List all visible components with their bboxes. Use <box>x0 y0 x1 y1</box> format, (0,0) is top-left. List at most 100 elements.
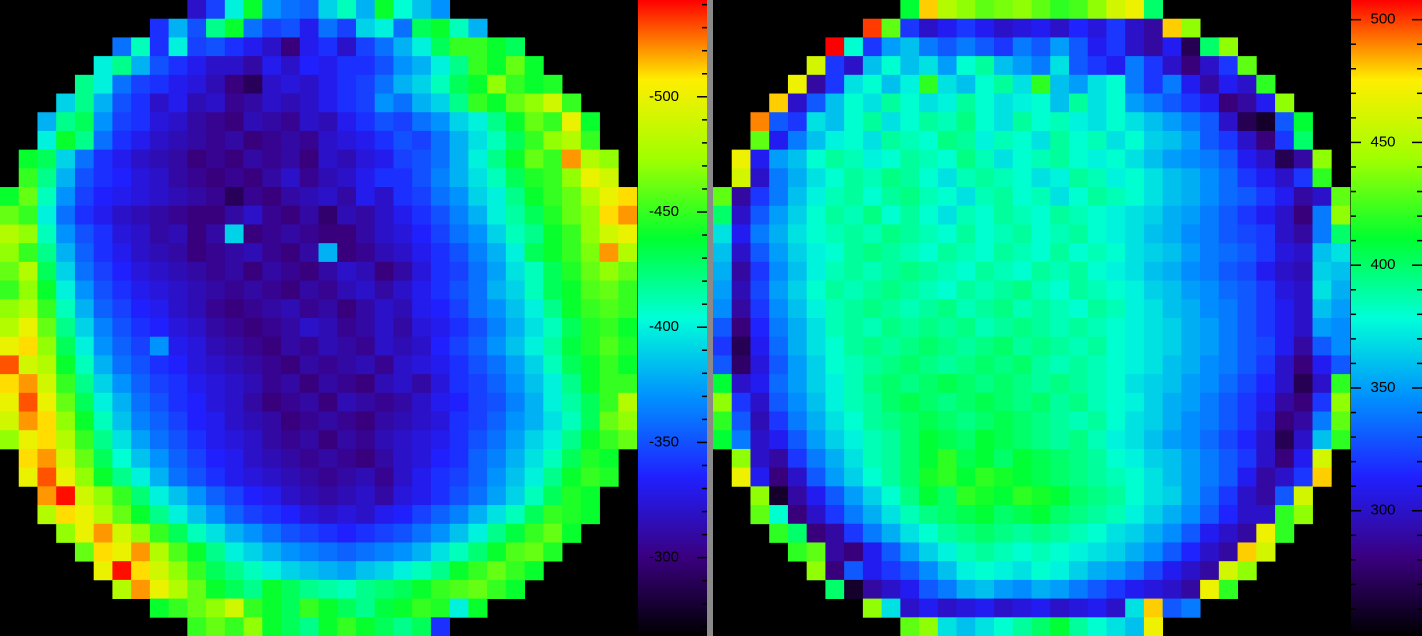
heatmap-cell <box>1237 561 1257 581</box>
heatmap-cell <box>430 0 451 20</box>
heatmap-cell <box>825 224 845 244</box>
heatmap-cell <box>449 37 469 57</box>
heatmap-cell <box>56 93 76 113</box>
heatmap-cell <box>881 336 901 356</box>
heatmap-cell <box>299 56 319 76</box>
heatmap-cell <box>543 149 563 169</box>
heatmap-cell <box>881 523 901 543</box>
heatmap-cell <box>318 617 338 636</box>
heatmap-cell <box>1331 187 1351 207</box>
heatmap-cell <box>1218 448 1238 469</box>
heatmap-cell <box>430 467 451 487</box>
heatmap-cell <box>994 598 1014 618</box>
heatmap-cell <box>994 336 1014 356</box>
heatmap-cell <box>243 411 263 431</box>
heatmap-cell <box>787 392 808 412</box>
heatmap-cell <box>806 112 826 132</box>
heatmap-cell <box>862 168 883 188</box>
heatmap-cell <box>844 224 864 244</box>
heatmap-cell <box>243 187 263 207</box>
heatmap-cell <box>468 318 488 338</box>
heatmap-cell <box>243 37 263 57</box>
heatmap-cell <box>580 505 600 525</box>
heatmap-cell <box>505 467 525 487</box>
heatmap-cell <box>1012 430 1032 450</box>
heatmap-cell <box>112 261 132 281</box>
heatmap-cell <box>618 430 638 450</box>
heatmap-cell <box>1162 187 1182 207</box>
heatmap-cell <box>787 130 808 151</box>
heatmap-cell <box>1312 374 1332 394</box>
heatmap-cell <box>93 299 113 319</box>
heatmap-cell <box>844 93 864 113</box>
heatmap-cell <box>844 411 864 431</box>
heatmap-cell <box>1293 299 1313 319</box>
heatmap-cell <box>224 18 244 38</box>
heatmap-cell <box>994 187 1014 207</box>
heatmap-cell <box>355 561 376 581</box>
heatmap-cell <box>1068 561 1089 581</box>
heatmap-cell <box>1068 598 1089 618</box>
heatmap-cell <box>449 224 469 244</box>
heatmap-cell <box>262 448 282 469</box>
heatmap-cell <box>1050 523 1070 543</box>
heatmap-cell <box>1275 430 1295 450</box>
heatmap-cell <box>355 486 376 506</box>
heatmap-cell <box>1312 205 1332 225</box>
heatmap-cell <box>881 74 901 94</box>
heatmap-cell <box>318 579 338 599</box>
heatmap-cell <box>505 505 525 525</box>
heatmap-cell <box>1200 56 1220 76</box>
heatmap-cell <box>337 112 357 132</box>
heatmap-cell <box>206 448 226 469</box>
heatmap-cell <box>975 430 995 450</box>
heatmap-cell <box>1200 411 1220 431</box>
heatmap-cell <box>374 37 394 57</box>
heatmap-cell <box>1218 561 1238 581</box>
heatmap-cell <box>318 130 338 151</box>
heatmap-cell <box>337 280 357 300</box>
heatmap-cell <box>37 355 57 375</box>
heatmap-cell <box>0 336 20 356</box>
heatmap-cell <box>825 37 845 57</box>
heatmap-cell <box>0 411 20 431</box>
heatmap-cell <box>1237 56 1257 76</box>
heatmap-cell <box>900 355 920 375</box>
heatmap-cell <box>750 374 770 394</box>
heatmap-cell <box>505 579 525 599</box>
heatmap-cell <box>562 112 582 132</box>
heatmap-cell <box>1087 56 1107 76</box>
heatmap-cell <box>355 467 376 487</box>
heatmap-cell <box>900 280 920 300</box>
heatmap-cell <box>505 205 525 225</box>
heatmap-cell <box>956 112 976 132</box>
heatmap-cell <box>487 411 507 431</box>
heatmap-cell <box>74 430 95 450</box>
heatmap-cell <box>994 261 1014 281</box>
heatmap-cell <box>149 280 170 300</box>
heatmap-cell <box>224 130 244 151</box>
heatmap-cell <box>505 261 525 281</box>
heatmap-cell <box>393 112 413 132</box>
heatmap-cell <box>562 411 582 431</box>
heatmap-cell <box>1275 93 1295 113</box>
heatmap-cell <box>599 374 619 394</box>
heatmap-cell <box>487 93 507 113</box>
heatmap-cell <box>1331 243 1351 263</box>
heatmap-cell <box>243 93 263 113</box>
heatmap-cell <box>543 336 563 356</box>
heatmap-cell <box>37 112 57 132</box>
heatmap-cell <box>281 74 301 94</box>
colorbar <box>638 0 707 636</box>
heatmap-cell <box>900 542 920 562</box>
heatmap-cell <box>1031 598 1051 618</box>
heatmap-cell <box>430 261 451 281</box>
heatmap-cell <box>900 93 920 113</box>
heatmap-cell <box>112 187 132 207</box>
heatmap-cell <box>580 130 600 151</box>
heatmap-cell <box>337 411 357 431</box>
heatmap-cell <box>355 280 376 300</box>
heatmap-cell <box>919 149 939 169</box>
heatmap-cell <box>318 74 338 94</box>
heatmap-cell <box>206 280 226 300</box>
